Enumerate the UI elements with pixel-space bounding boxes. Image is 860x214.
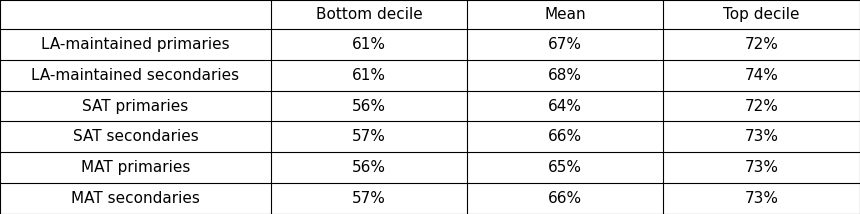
Text: 67%: 67% (548, 37, 582, 52)
Text: 74%: 74% (745, 68, 778, 83)
Text: 61%: 61% (352, 37, 386, 52)
Text: 68%: 68% (548, 68, 582, 83)
Text: LA-maintained secondaries: LA-maintained secondaries (31, 68, 240, 83)
Text: SAT secondaries: SAT secondaries (72, 129, 199, 144)
Text: MAT primaries: MAT primaries (81, 160, 190, 175)
Text: 56%: 56% (352, 160, 386, 175)
Text: 72%: 72% (745, 98, 778, 113)
Text: 61%: 61% (352, 68, 386, 83)
Text: 73%: 73% (745, 160, 778, 175)
Text: 57%: 57% (352, 191, 386, 206)
Text: 56%: 56% (352, 98, 386, 113)
Text: 66%: 66% (548, 191, 582, 206)
Text: 57%: 57% (352, 129, 386, 144)
Text: Bottom decile: Bottom decile (316, 7, 422, 22)
Text: 73%: 73% (745, 191, 778, 206)
Text: LA-maintained primaries: LA-maintained primaries (41, 37, 230, 52)
Text: Top decile: Top decile (723, 7, 800, 22)
Text: 66%: 66% (548, 129, 582, 144)
Text: 72%: 72% (745, 37, 778, 52)
Text: SAT primaries: SAT primaries (83, 98, 188, 113)
Text: 64%: 64% (548, 98, 582, 113)
Text: Mean: Mean (544, 7, 586, 22)
Text: 73%: 73% (745, 129, 778, 144)
Text: MAT secondaries: MAT secondaries (71, 191, 200, 206)
Text: 65%: 65% (548, 160, 582, 175)
